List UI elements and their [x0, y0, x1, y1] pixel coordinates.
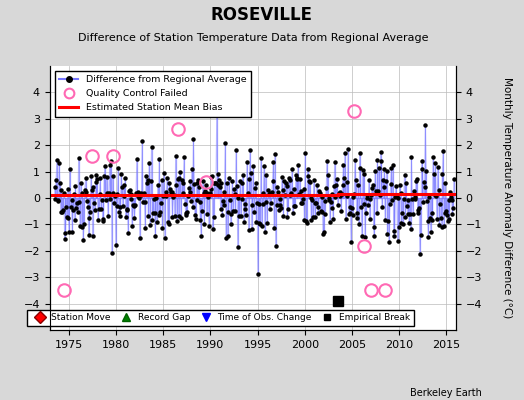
- Y-axis label: Monthly Temperature Anomaly Difference (°C): Monthly Temperature Anomaly Difference (…: [501, 77, 511, 319]
- Title: Difference of Station Temperature Data from Regional Average: Difference of Station Temperature Data f…: [78, 33, 428, 43]
- Text: ROSEVILLE: ROSEVILLE: [211, 6, 313, 24]
- Legend: Station Move, Record Gap, Time of Obs. Change, Empirical Break: Station Move, Record Gap, Time of Obs. C…: [27, 310, 414, 326]
- Text: Berkeley Earth: Berkeley Earth: [410, 388, 482, 398]
